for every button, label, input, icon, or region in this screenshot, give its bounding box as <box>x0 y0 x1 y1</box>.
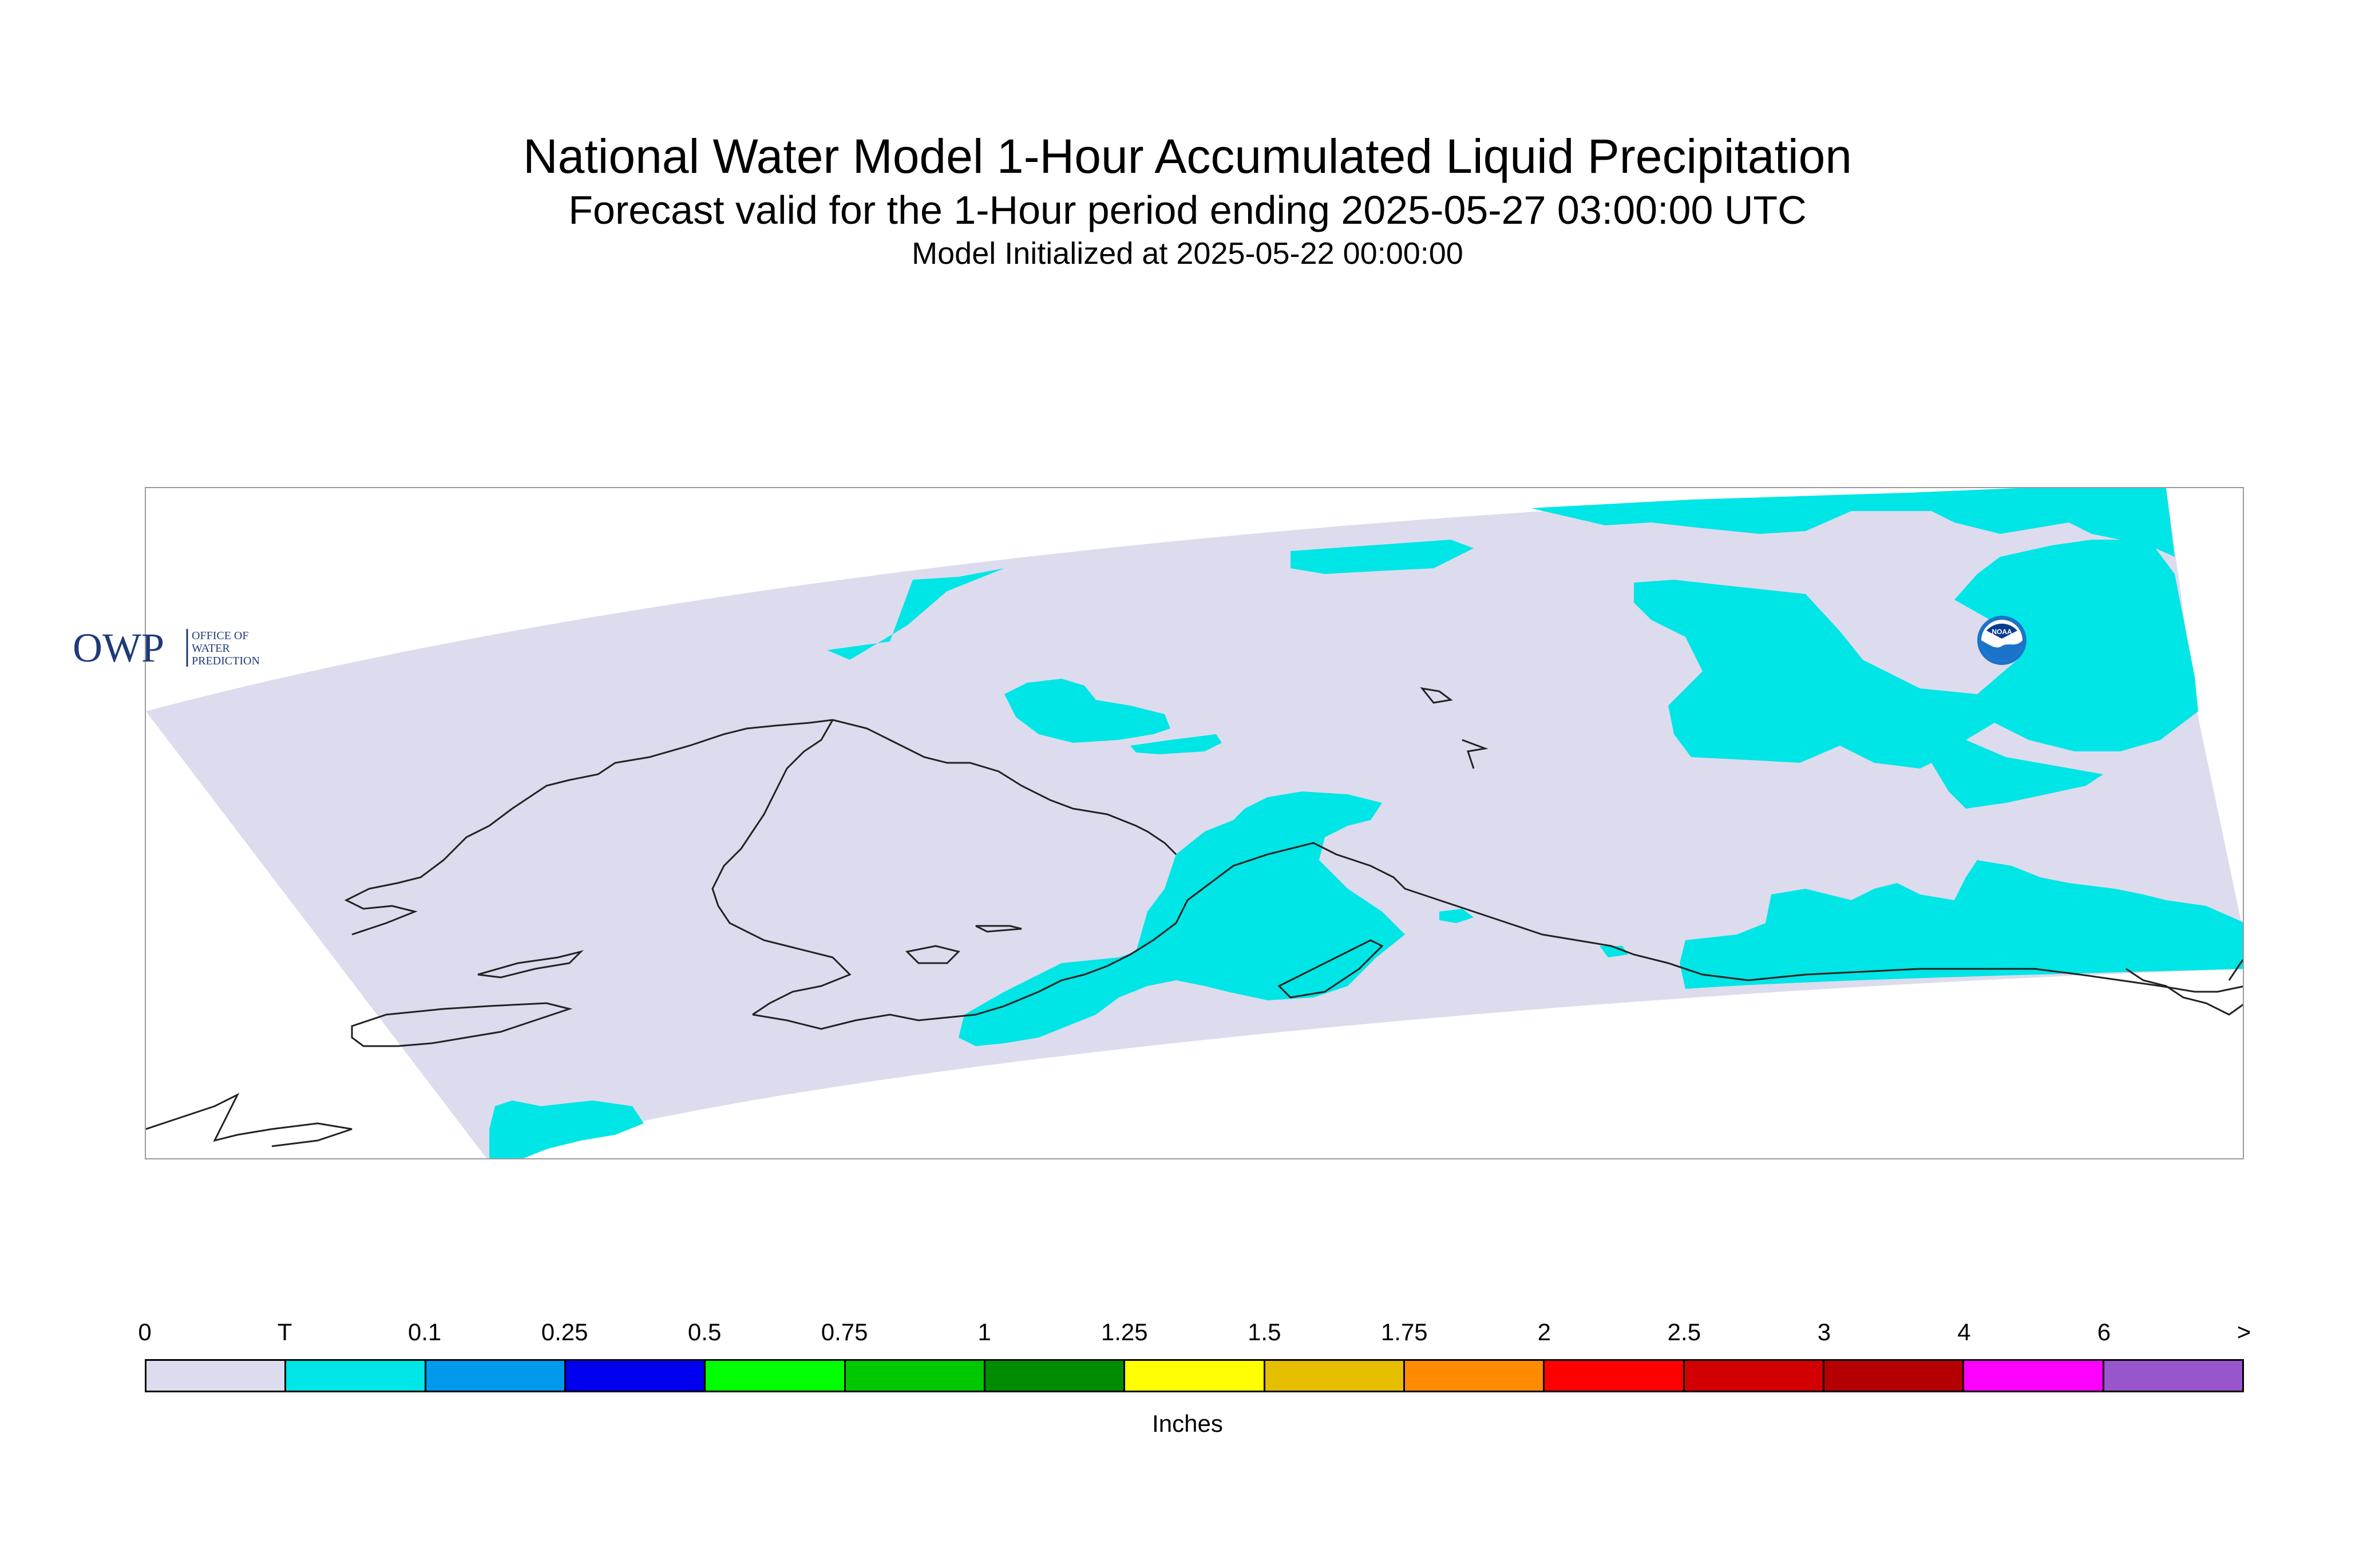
coastline-western-alaska <box>832 719 1177 856</box>
coastline-ne-edge <box>2228 959 2243 981</box>
coastline-chukotka <box>344 719 833 936</box>
legend-swatch-11 <box>1684 1361 1824 1391</box>
legend-tick-label: 1.25 <box>1101 1318 1148 1345</box>
coastline-nunivak-island <box>905 945 960 964</box>
owp-logo-line-1: OFFICE OF <box>192 629 248 642</box>
owp-logo-line-2: WATER <box>192 642 230 655</box>
legend-swatch-6 <box>985 1361 1126 1391</box>
legend-unit-label: Inches <box>1152 1410 1223 1437</box>
legend-tick-label: 2.5 <box>1667 1318 1701 1345</box>
noaa-mark: NOAA <box>1992 628 2012 636</box>
precipitation-map <box>145 487 2244 1159</box>
coastline-yukon-delta <box>711 719 834 947</box>
owp-logo: OWP OFFICE OF WATER PREDICTION <box>73 625 260 670</box>
legend-swatch-10 <box>1545 1361 1685 1391</box>
legend-swatch-14 <box>2104 1361 2242 1391</box>
legend-swatch-0 <box>147 1361 287 1391</box>
coastline-bristol-bay <box>752 945 852 1016</box>
legend-tick-label: 1 <box>977 1318 991 1345</box>
owp-logo-mark: OWP <box>73 625 164 670</box>
legend-swatch-8 <box>1265 1361 1405 1391</box>
legend-swatch-7 <box>1125 1361 1265 1391</box>
coastline-st-lawrence-island <box>477 950 584 979</box>
legend-tick-label: 4 <box>1957 1318 1971 1345</box>
precip-area-northeast-top <box>1531 488 2175 557</box>
model-init-time: Model Initialized at 2025-05-22 00:00:00 <box>912 236 1463 271</box>
legend-swatch-5 <box>845 1361 985 1391</box>
owp-logo-line-3: PREDICTION <box>192 655 260 667</box>
coastline-se-panhandle <box>2125 968 2243 1016</box>
precip-trace-areas <box>489 488 2243 1158</box>
coastline-kodiak <box>1277 939 1384 999</box>
legend-swatch-9 <box>1404 1361 1545 1391</box>
legend-swatch-4 <box>706 1361 846 1391</box>
coastline-gulf-of-alaska <box>1153 842 2243 993</box>
legend-swatch-13 <box>1964 1361 2104 1391</box>
legend-swatch-2 <box>426 1361 566 1391</box>
map-subtitle: Forecast valid for the 1-Hour period end… <box>568 188 1807 232</box>
precip-area-south-central <box>959 791 1405 1046</box>
legend-tick-labels: 0 T 0.1 0.25 0.5 0.75 1 1.25 1.5 1.75 2 2.5 3 4 6 > <box>0 1318 2375 1353</box>
legend-swatch-1 <box>286 1361 426 1391</box>
precip-area-bering-small <box>1130 734 1222 754</box>
legend-tick-label: 0.75 <box>821 1318 868 1345</box>
model-domain <box>146 488 2243 1158</box>
map-title: National Water Model 1-Hour Accumulated … <box>522 129 1852 183</box>
precip-area-bering-blob <box>1004 679 1170 743</box>
coastline-kamchatka <box>146 1092 353 1147</box>
coastlines <box>146 687 2243 1147</box>
legend-tick-label: 0.5 <box>687 1318 722 1345</box>
coastline-north-inlet <box>1462 739 1489 769</box>
legend-tick-label: T <box>277 1318 292 1345</box>
legend-tick-label: 0 <box>138 1318 152 1345</box>
legend-tick-label: 1.5 <box>1248 1318 1281 1345</box>
legend-tick-label: 3 <box>1817 1318 1831 1345</box>
coastline-st-matthew-island <box>975 925 1022 933</box>
precip-area-ne-inner-small <box>1439 909 1474 923</box>
coastline-alaska-peninsula <box>752 939 1154 1030</box>
precip-area-north-strip <box>827 568 1004 660</box>
noaa-seal-icon: NOAA <box>1977 616 2026 665</box>
precip-area-southeast-coast <box>1680 860 2243 989</box>
legend-tick-label: 0.1 <box>407 1318 442 1345</box>
legend-tick-label: 6 <box>2097 1318 2111 1345</box>
legend-tick-label: 2 <box>1537 1318 1551 1345</box>
legend-tick-label: 0.25 <box>541 1318 588 1345</box>
legend-tick-label: > <box>2237 1318 2251 1345</box>
coastline-north-island <box>1420 687 1453 704</box>
legend-colorbar <box>145 1359 2244 1392</box>
legend-swatch-3 <box>565 1361 706 1391</box>
coastline-russia-east <box>351 1002 573 1047</box>
legend-tick-label: 1.75 <box>1380 1318 1428 1345</box>
precip-area-north-central <box>1291 540 1474 574</box>
legend-swatch-12 <box>1824 1361 1965 1391</box>
precip-area-ne-interior <box>1634 540 2198 809</box>
precip-area-aleutian-west <box>489 1100 644 1158</box>
map-canvas <box>146 488 2243 1158</box>
